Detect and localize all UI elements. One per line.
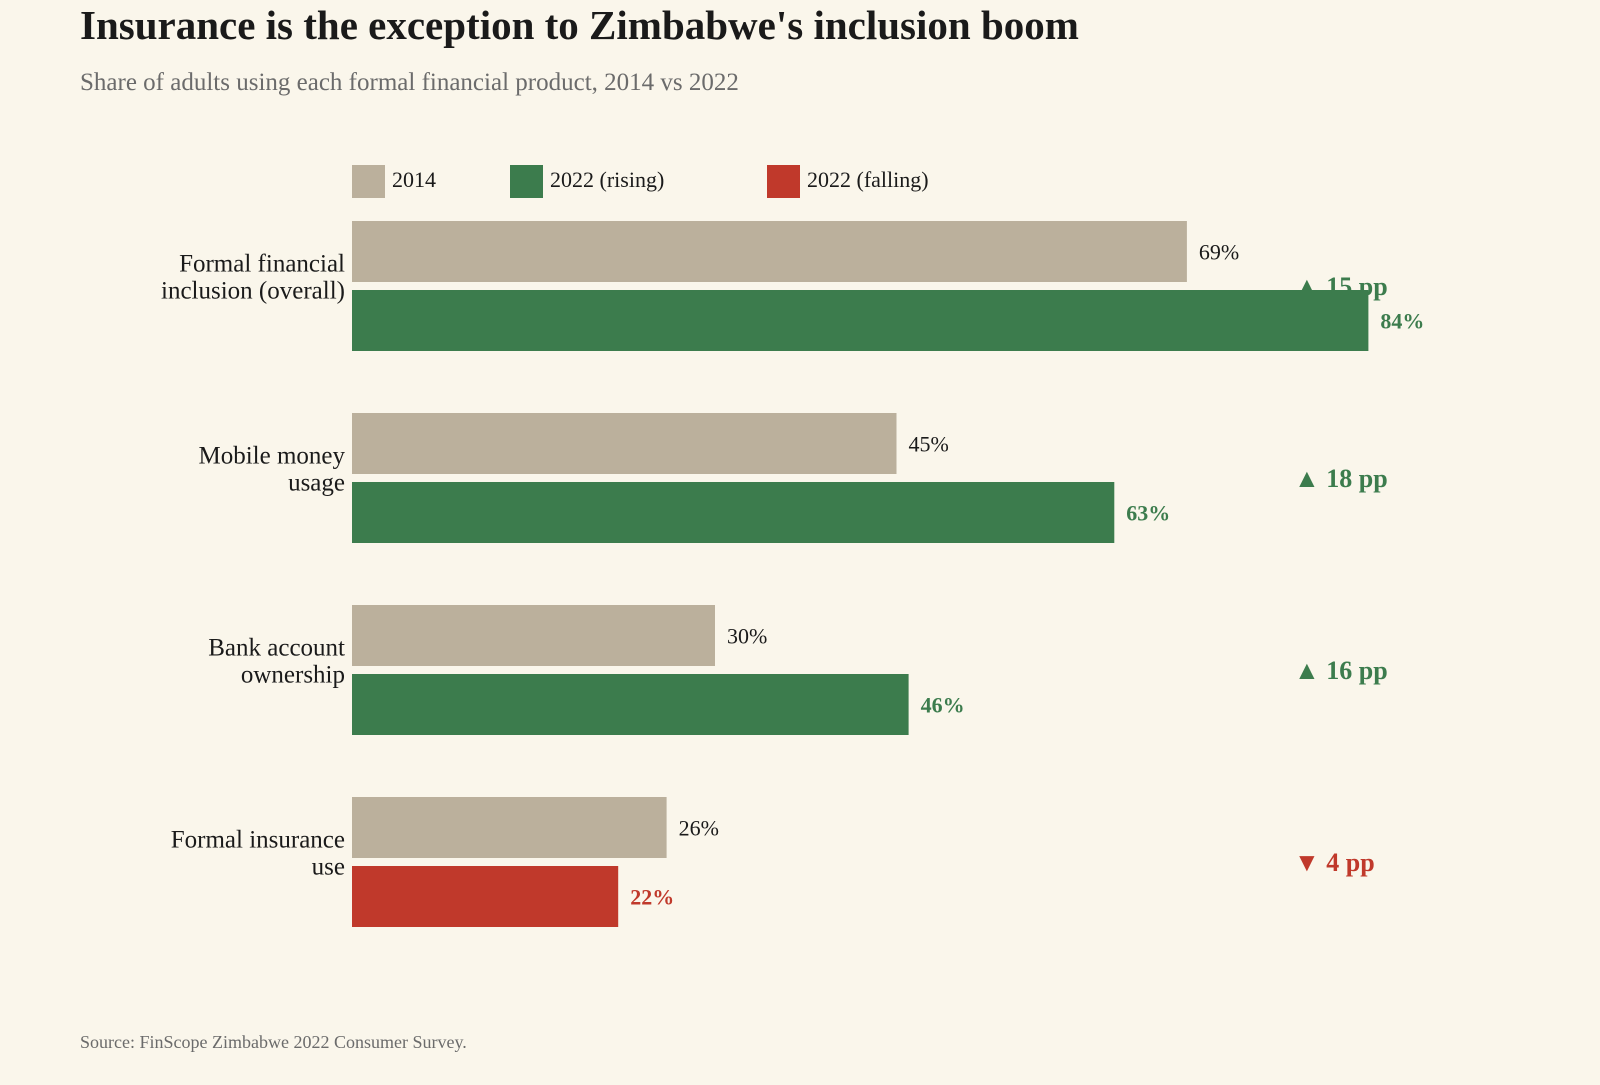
change-annotation: ▲ 15 pp [1294, 272, 1388, 301]
legend-swatch [510, 165, 543, 198]
category-label: Formal financial [179, 251, 345, 278]
change-annotation: ▲ 16 pp [1294, 656, 1388, 685]
bar-2014 [352, 413, 897, 474]
value-label-2014: 45% [909, 432, 949, 457]
change-annotation: ▲ 18 pp [1294, 464, 1388, 493]
category-label: usage [288, 470, 345, 497]
category-label: Formal insurance [171, 827, 345, 854]
value-label-2014: 30% [727, 624, 767, 649]
chart-title: Insurance is the exception to Zimbabwe's… [80, 2, 1079, 48]
source-note: Source: FinScope Zimbabwe 2022 Consumer … [80, 1032, 467, 1052]
category-label: Mobile money [198, 443, 345, 470]
bar-2022 [352, 290, 1369, 351]
category-label: Bank account [208, 635, 345, 662]
bar-2022 [352, 482, 1115, 543]
value-label-2014: 26% [679, 816, 719, 841]
category-label: use [312, 854, 345, 881]
category-label: inclusion (overall) [161, 278, 345, 305]
value-label-2022: 46% [921, 693, 965, 718]
bar-2014 [352, 221, 1187, 282]
legend-swatch [352, 165, 385, 198]
bar-2014 [352, 797, 667, 858]
bar-2022 [352, 866, 619, 927]
legend-label: 2022 (falling) [807, 167, 929, 192]
change-annotation: ▼ 4 pp [1294, 848, 1375, 877]
value-label-2022: 22% [630, 885, 674, 910]
chart-subtitle: Share of adults using each formal financ… [80, 69, 739, 96]
value-label-2014: 69% [1199, 240, 1239, 265]
bar-2014 [352, 605, 715, 666]
legend-label: 2022 (rising) [550, 167, 664, 192]
value-label-2022: 84% [1380, 309, 1424, 334]
category-label: ownership [241, 662, 345, 689]
legend-label: 2014 [392, 167, 436, 192]
bar-2022 [352, 674, 909, 735]
legend-swatch [767, 165, 800, 198]
value-label-2022: 63% [1126, 501, 1170, 526]
